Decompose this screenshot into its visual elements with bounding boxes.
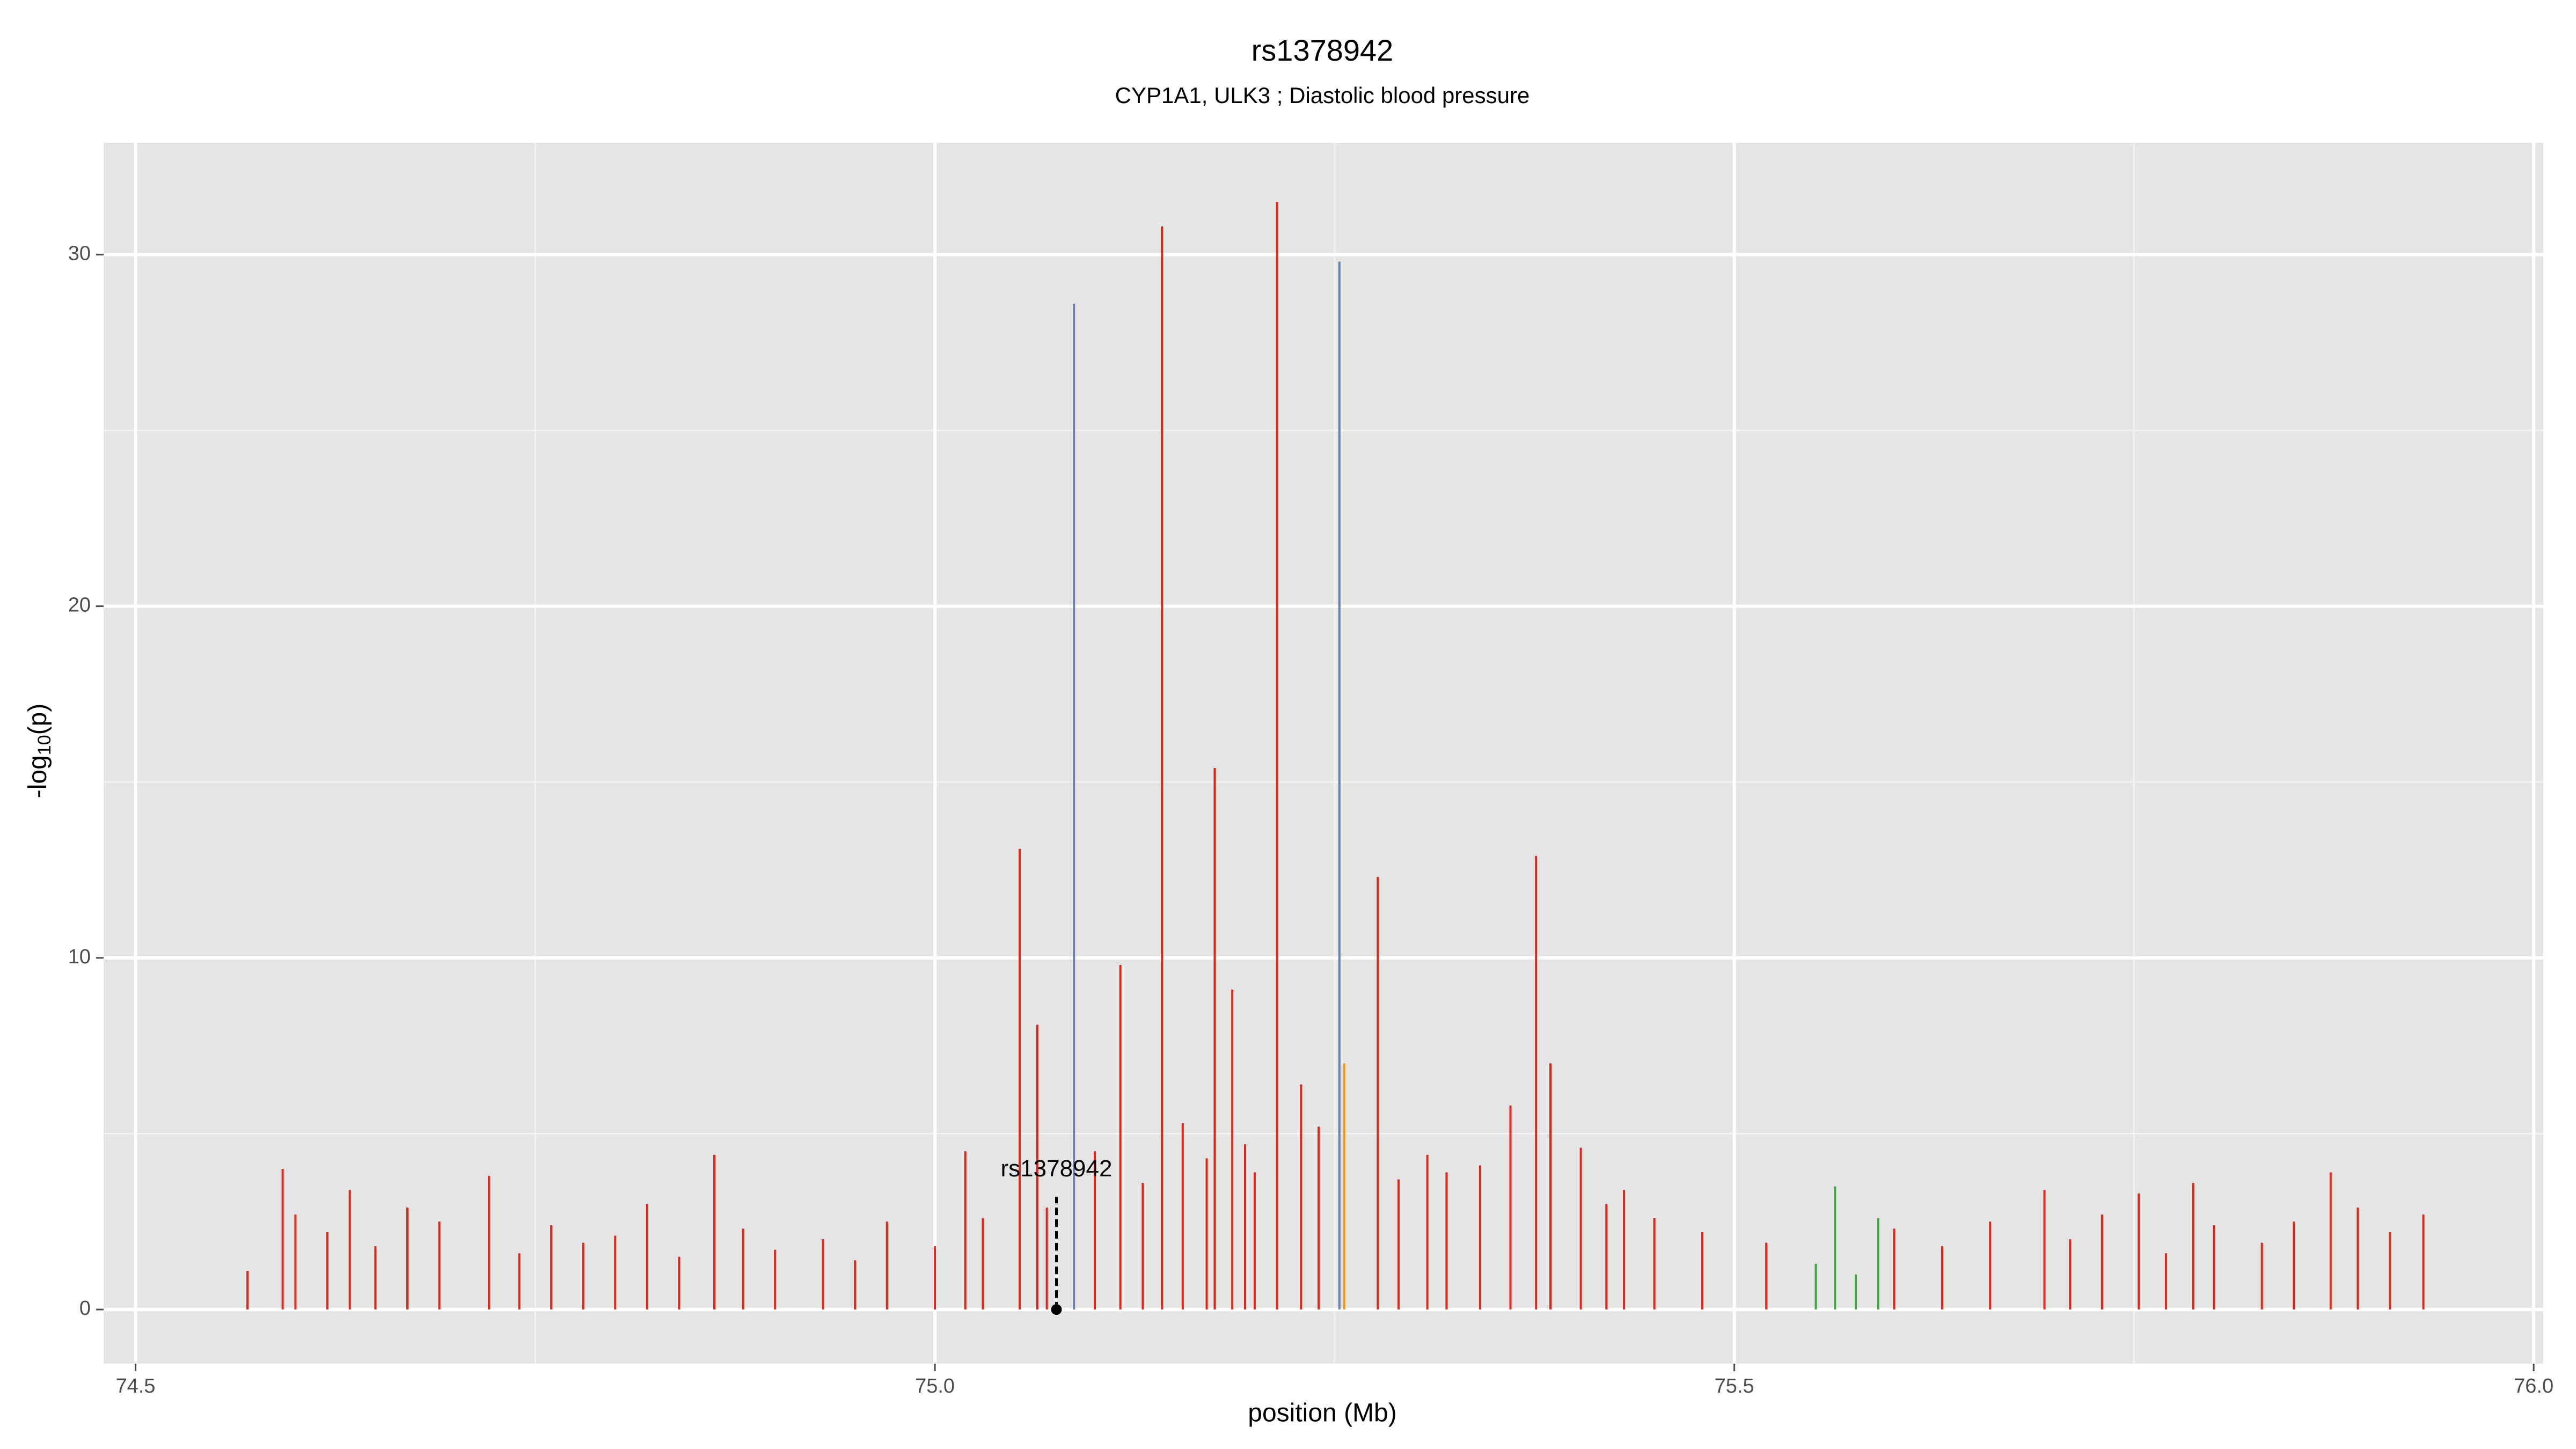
- chart-title: rs1378942: [1252, 33, 1394, 67]
- y-tick-label: 20: [68, 594, 91, 617]
- x-axis-title: position (Mb): [1248, 1399, 1396, 1428]
- y-tick-label: 30: [68, 242, 91, 265]
- x-tick-label: 74.5: [116, 1375, 156, 1397]
- x-tick-label: 75.0: [915, 1375, 955, 1397]
- annotation-label: rs1378942: [1001, 1155, 1113, 1182]
- grid: [104, 143, 2543, 1364]
- annotation-point: [1051, 1304, 1062, 1315]
- y-tick-label: 10: [68, 946, 91, 968]
- x-tick-label: 76.0: [2514, 1375, 2553, 1397]
- marks: [246, 202, 2425, 1310]
- y-title-part: -log: [24, 755, 52, 798]
- chart-subtitle: CYP1A1, ULK3 ; Diastolic blood pressure: [1115, 83, 1530, 108]
- y-tick-label: 0: [79, 1297, 91, 1320]
- y-title-part: (p): [24, 704, 52, 735]
- x-tick-label: 75.5: [1715, 1375, 1754, 1397]
- plot-background: [104, 143, 2543, 1364]
- y-title-sub: 10: [34, 735, 55, 755]
- y-axis-title: -log10(p): [24, 704, 55, 799]
